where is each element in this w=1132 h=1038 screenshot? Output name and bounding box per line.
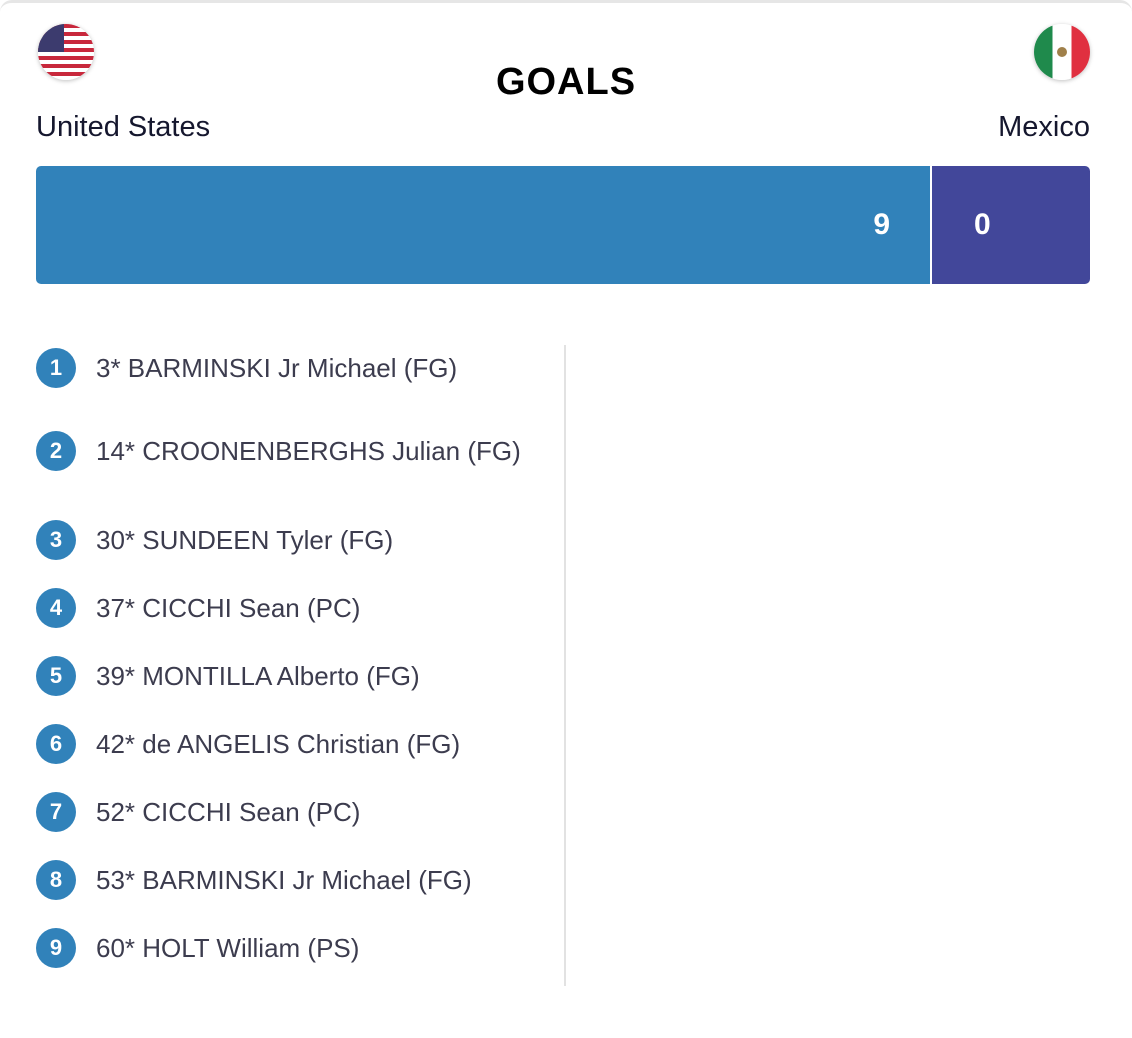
goal-scorer: 42* de ANGELIS Christian (FG) [96, 729, 461, 759]
goal-number-badge: 2 [36, 431, 76, 471]
goal-number-badge: 3 [36, 520, 76, 560]
goal-scorer: 30* SUNDEEN Tyler (FG) [96, 525, 394, 555]
home-score: 9 [873, 208, 890, 241]
goal-item: 9 60* HOLT William (PS) [36, 928, 536, 968]
goal-scorer: 60* HOLT William (PS) [96, 933, 360, 963]
goal-item: 3 30* SUNDEEN Tyler (FG) [36, 520, 536, 560]
goal-scorer: 52* CICCHI Sean (PC) [96, 797, 361, 827]
goal-scorer: 37* CICCHI Sean (PC) [96, 593, 361, 623]
goal-item: 7 52* CICCHI Sean (PC) [36, 792, 536, 832]
us-flag-icon [38, 24, 94, 80]
away-score-bar: 0 [932, 166, 1090, 284]
away-score: 0 [974, 208, 991, 241]
goal-scorer: 39* MONTILLA Alberto (FG) [96, 661, 420, 691]
goal-number-badge: 7 [36, 792, 76, 832]
section-title: GOALS [495, 61, 637, 103]
goal-scorer: 53* BARMINSKI Jr Michael (FG) [96, 865, 472, 895]
goal-number-badge: 9 [36, 928, 76, 968]
goal-number-badge: 1 [36, 348, 76, 388]
goal-item: 1 3* BARMINSKI Jr Michael (FG) [36, 348, 536, 388]
goal-scorer: 14* CROONENBERGHS Julian (FG) [96, 436, 521, 466]
goal-item: 5 39* MONTILLA Alberto (FG) [36, 656, 536, 696]
goal-item: 2 14* CROONENBERGHS Julian (FG) [36, 415, 536, 487]
goal-item: 4 37* CICCHI Sean (PC) [36, 588, 536, 628]
home-team-name: United States [36, 111, 211, 143]
goal-item: 6 42* de ANGELIS Christian (FG) [36, 724, 536, 764]
goal-scorer: 3* BARMINSKI Jr Michael (FG) [96, 353, 458, 383]
mexico-flag-icon [1034, 24, 1090, 80]
away-team-name: Mexico [998, 111, 1090, 143]
home-score-bar: 9 [36, 166, 930, 284]
goal-item: 8 53* BARMINSKI Jr Michael (FG) [36, 860, 536, 900]
column-divider [564, 345, 566, 986]
goal-number-badge: 5 [36, 656, 76, 696]
goal-number-badge: 8 [36, 860, 76, 900]
goal-number-badge: 6 [36, 724, 76, 764]
goal-number-badge: 4 [36, 588, 76, 628]
